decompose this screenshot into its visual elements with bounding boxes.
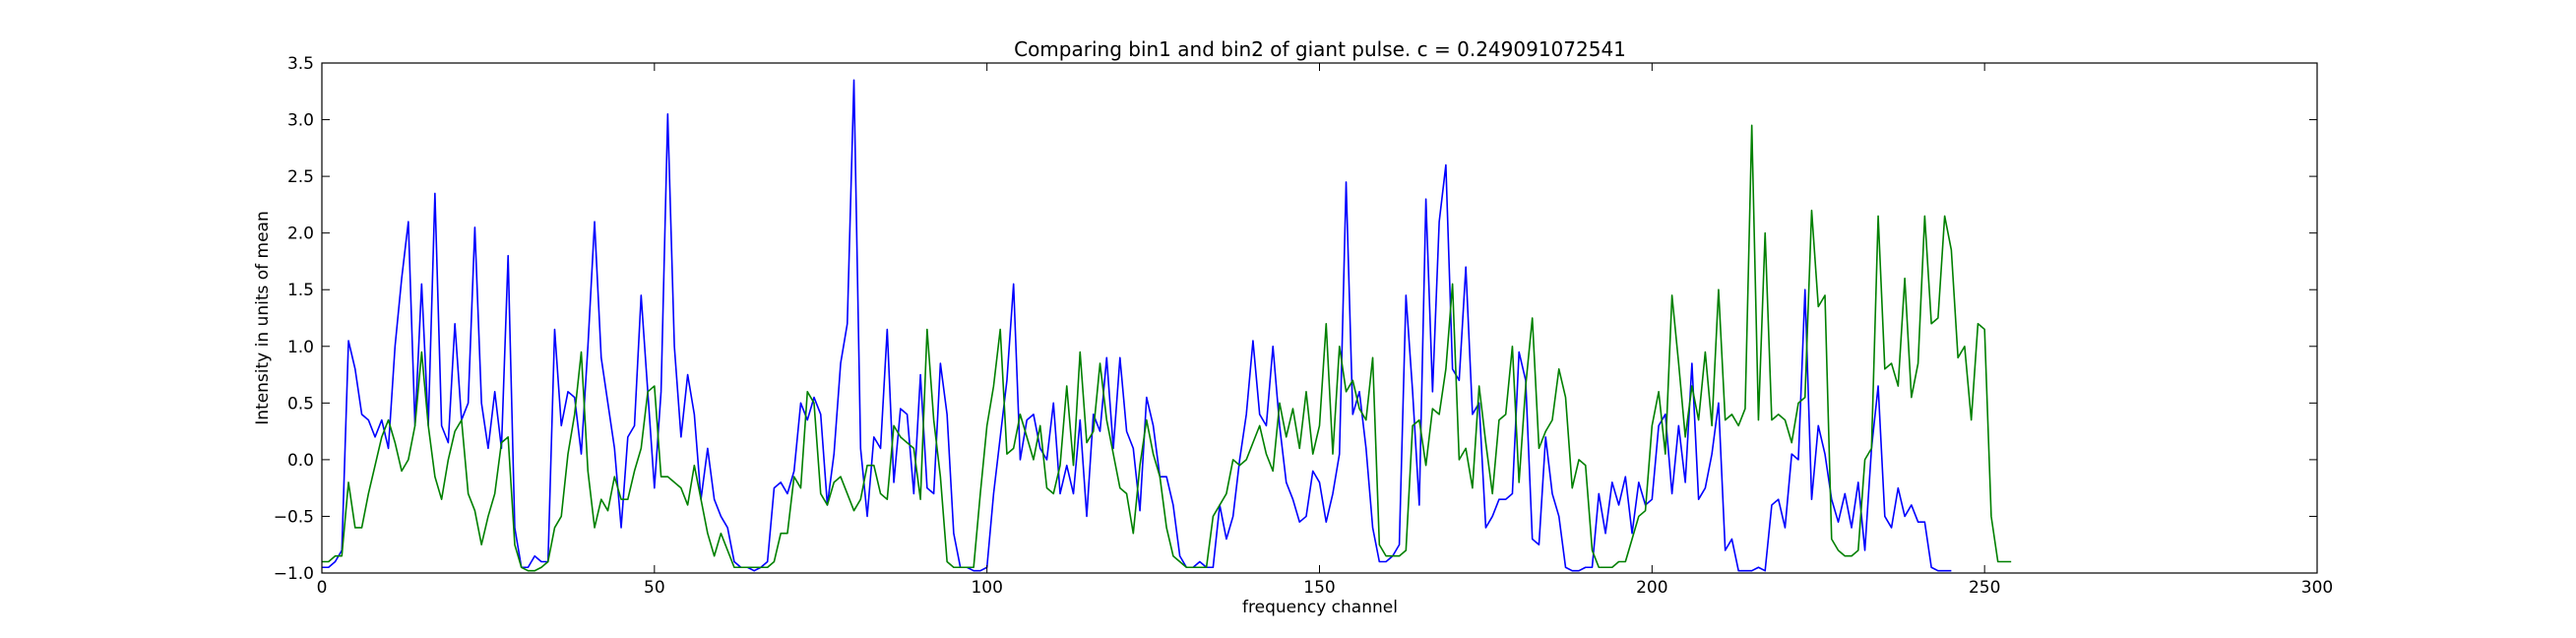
- y-tick-label: −0.5: [274, 507, 314, 527]
- y-tick-label: 1.0: [287, 338, 314, 357]
- x-tick-label: 150: [1303, 578, 1335, 598]
- y-tick-label: −1.0: [274, 564, 314, 584]
- x-tick-label: 300: [2301, 578, 2333, 598]
- y-tick-label: 0.5: [287, 394, 314, 414]
- series-line-1: [322, 79, 1952, 572]
- series-line-2: [322, 124, 2012, 572]
- x-tick-label: 250: [1969, 578, 2000, 598]
- series-group: [322, 79, 2012, 572]
- x-tick-label: 50: [644, 578, 665, 598]
- y-tick-label: 2.5: [287, 167, 314, 187]
- x-tick-label: 200: [1636, 578, 1667, 598]
- y-axis: −1.0 −0.5 0.0 0.5 1.0 1.5 2.0 2.5 3.0 3.5: [274, 54, 2317, 584]
- y-axis-label: Intensity in units of mean: [253, 211, 273, 425]
- y-tick-label: 1.5: [287, 281, 314, 300]
- y-tick-label: 0.0: [287, 451, 314, 471]
- chart-title: Comparing bin1 and bin2 of giant pulse. …: [1014, 37, 1626, 61]
- y-tick-label: 3.5: [287, 54, 314, 74]
- y-tick-label: 2.0: [287, 224, 314, 244]
- x-tick-label: 100: [971, 578, 1002, 598]
- x-axis-label: frequency channel: [1242, 598, 1398, 617]
- x-tick-label: 0: [317, 578, 328, 598]
- y-tick-label: 3.0: [287, 111, 314, 131]
- x-axis: 0 50 100 150 200 250 300: [317, 63, 2333, 598]
